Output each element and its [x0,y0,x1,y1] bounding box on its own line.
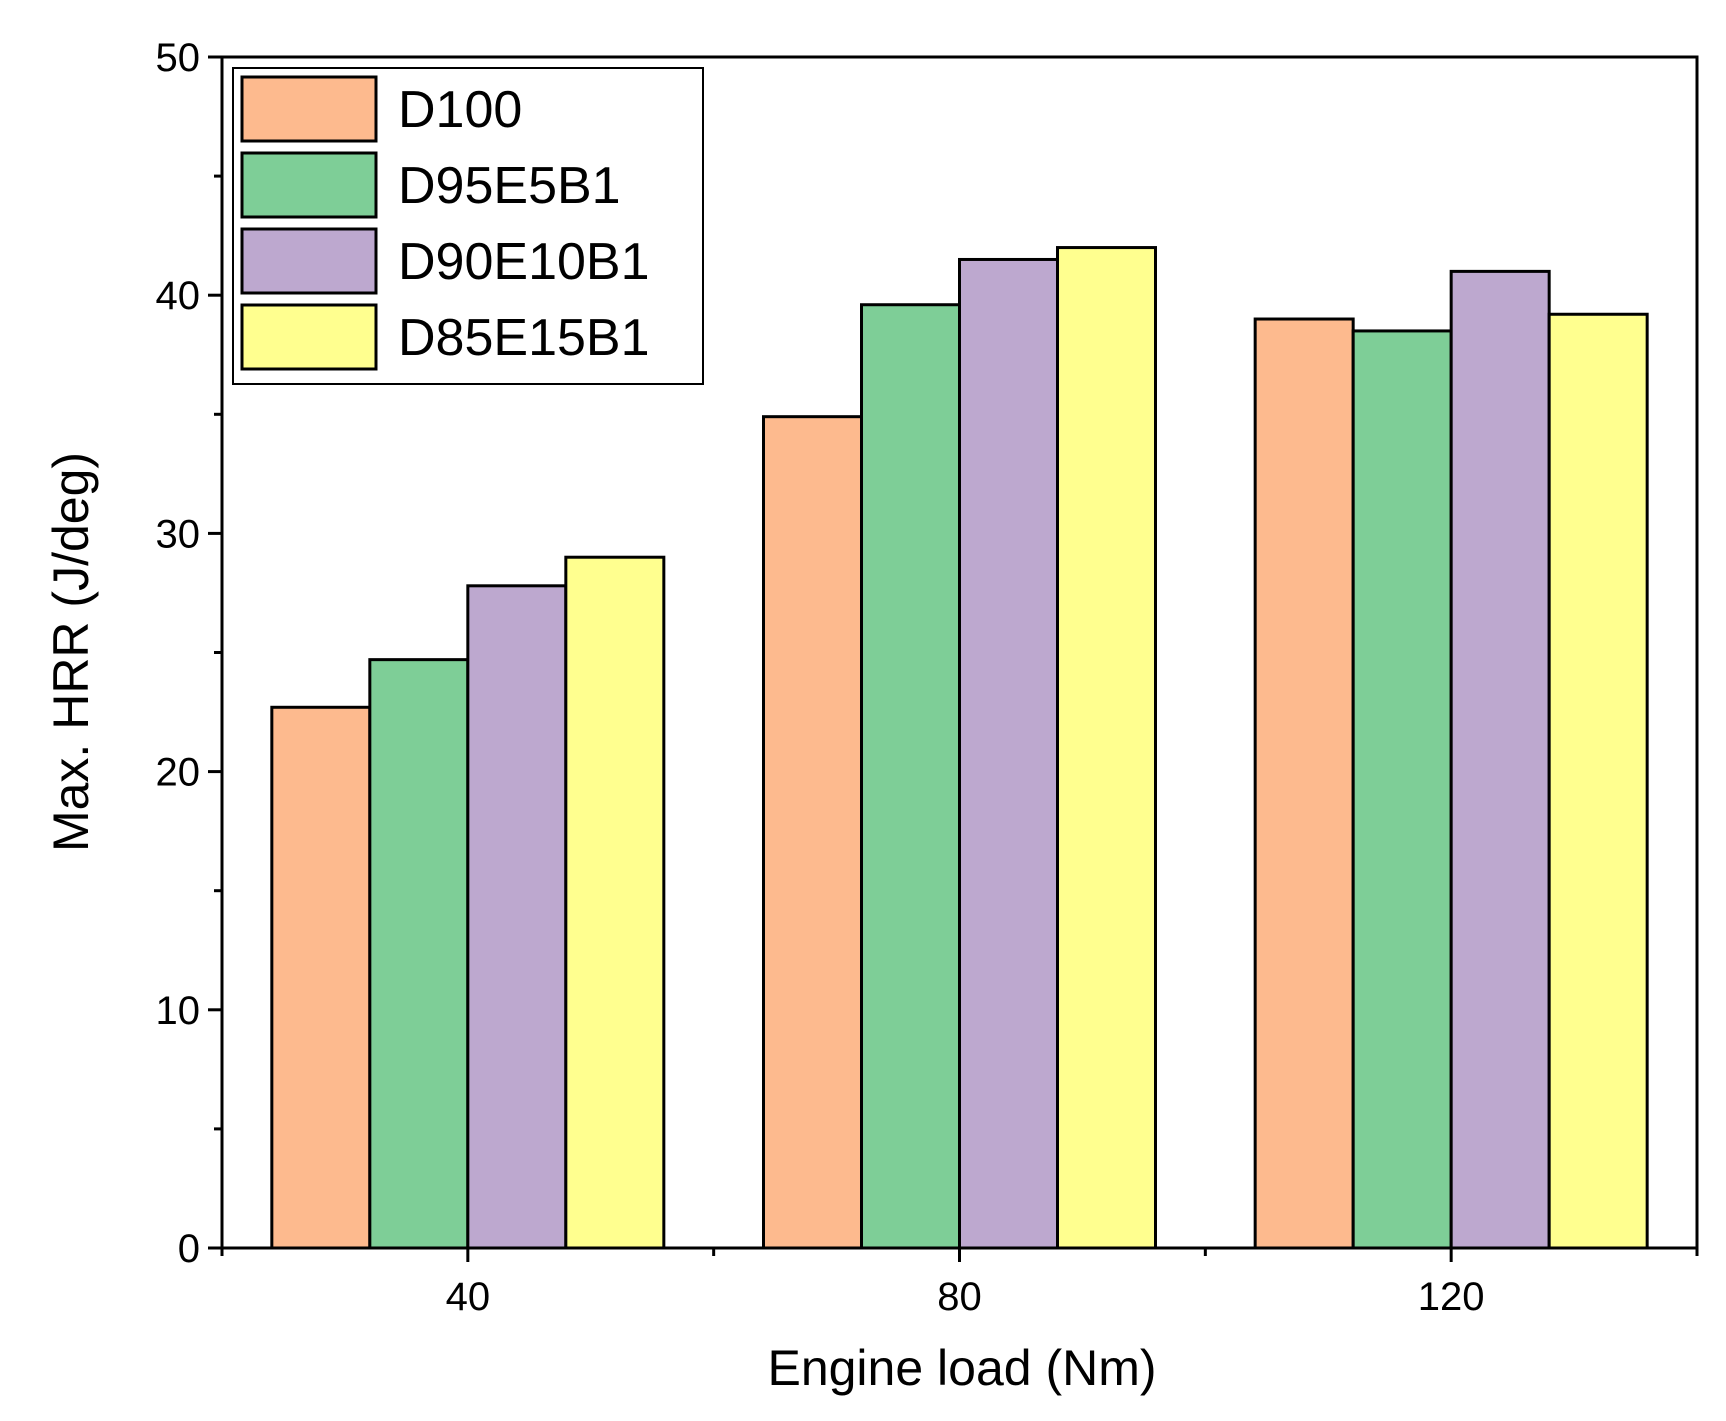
legend: D100 D95E5B1 D90E10B1 D85E15B1 [232,67,704,385]
bar-d100-80 [762,415,863,1250]
legend-label-d100: D100 [398,81,522,139]
y-axis-title: Max. HRR (J/deg) [43,452,99,852]
y-tick-label: 10 [156,989,201,1033]
y-axis: 0 10 20 30 40 50 [156,36,222,1271]
y-tick-label: 40 [156,274,201,318]
bar-d100-120 [1253,317,1355,1250]
bars-layer [270,246,1649,1250]
legend-label-d85e15b1: D85E15B1 [398,309,650,367]
x-tick-label: 40 [446,1275,491,1319]
bar-d85e15b1-120 [1547,312,1649,1250]
bar-d90e10b1-120 [1449,269,1551,1250]
y-tick-label: 20 [156,751,201,795]
bar-d90e10b1-40 [466,584,568,1250]
legend-label-d90e10b1: D90E10B1 [398,233,650,291]
bar-d85e15b1-40 [564,555,666,1250]
y-tick-label: 30 [156,512,201,556]
legend-swatch-d85e15b1 [240,303,378,371]
bar-d85e15b1-80 [1056,246,1157,1250]
bar-d90e10b1-80 [958,257,1059,1250]
bar-d95e5b1-80 [860,303,961,1250]
legend-label-d95e5b1: D95E5B1 [398,157,621,215]
x-axis-title: Engine load (Nm) [767,1340,1156,1396]
bar-d100-40 [270,705,372,1250]
legend-swatch-d100 [240,75,378,143]
y-tick-label: 0 [178,1227,200,1271]
bar-d95e5b1-120 [1351,329,1453,1250]
legend-swatch-d90e10b1 [240,227,378,295]
bar-d95e5b1-40 [368,658,470,1250]
x-tick-label: 80 [937,1275,982,1319]
x-axis: 40 80 120 [220,1248,1699,1319]
y-tick-label: 50 [156,36,201,80]
x-tick-label: 120 [1418,1275,1485,1319]
legend-swatch-d95e5b1 [240,151,378,219]
